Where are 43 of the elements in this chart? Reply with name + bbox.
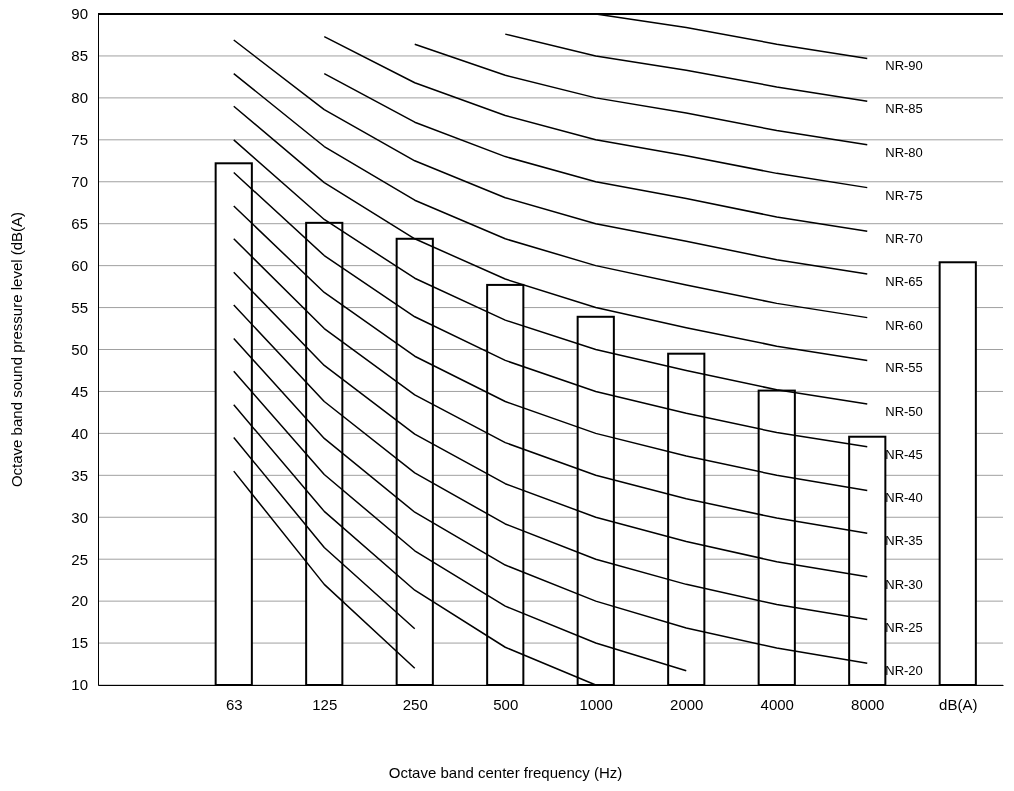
y-tick-label: 45: [71, 382, 88, 400]
x-tick-label: 4000: [760, 695, 794, 713]
series-label: NR-90: [885, 58, 923, 74]
y-tick-label: 25: [71, 550, 88, 568]
y-tick-label: 10: [71, 676, 88, 694]
series-label: NR-55: [885, 360, 923, 376]
x-tick-label: 2000: [670, 695, 704, 713]
y-tick-label: 55: [71, 298, 88, 316]
x-tick-label: 8000: [851, 695, 885, 713]
series-label: NR-50: [885, 404, 923, 420]
y-tick-label: 60: [71, 256, 88, 274]
y-tick-label: 35: [71, 466, 88, 484]
series-label: NR-85: [885, 101, 923, 117]
series-label: NR-25: [885, 619, 923, 635]
x-tick-label: dB(A): [939, 695, 978, 713]
series-label: NR-75: [885, 187, 923, 203]
series-label: NR-35: [885, 533, 923, 549]
y-tick-label: 65: [71, 214, 88, 232]
x-axis-title: Octave band center frequency (Hz): [388, 764, 623, 781]
series-label: NR-30: [885, 576, 923, 592]
series-label: NR-80: [885, 144, 923, 160]
x-tick-label: 500: [493, 695, 519, 713]
series-label: NR-70: [885, 231, 923, 247]
y-tick-label: 20: [71, 592, 88, 610]
series-label: NR-45: [885, 446, 923, 462]
y-tick-label: 70: [71, 173, 88, 191]
y-tick-label: 30: [71, 508, 88, 526]
y-tick-label: 50: [71, 340, 88, 358]
series-label: NR-20: [885, 663, 923, 679]
y-tick-label: 90: [71, 5, 88, 23]
y-tick-label: 15: [71, 634, 88, 652]
y-tick-label: 40: [71, 424, 88, 442]
x-tick-label: 125: [312, 695, 338, 713]
y-tick-label: 80: [71, 89, 88, 107]
x-tick-label: 63: [225, 695, 243, 713]
series-label: NR-60: [885, 317, 923, 333]
y-tick-label: 85: [71, 47, 88, 65]
series-label: NR-40: [885, 490, 923, 506]
series-label: NR-65: [885, 274, 923, 290]
x-tick-label: 250: [402, 695, 428, 713]
x-tick-label: 1000: [579, 695, 613, 713]
y-tick-label: 75: [71, 131, 88, 149]
y-axis-title: Octave band sound pressure level (dB(A): [8, 211, 25, 488]
